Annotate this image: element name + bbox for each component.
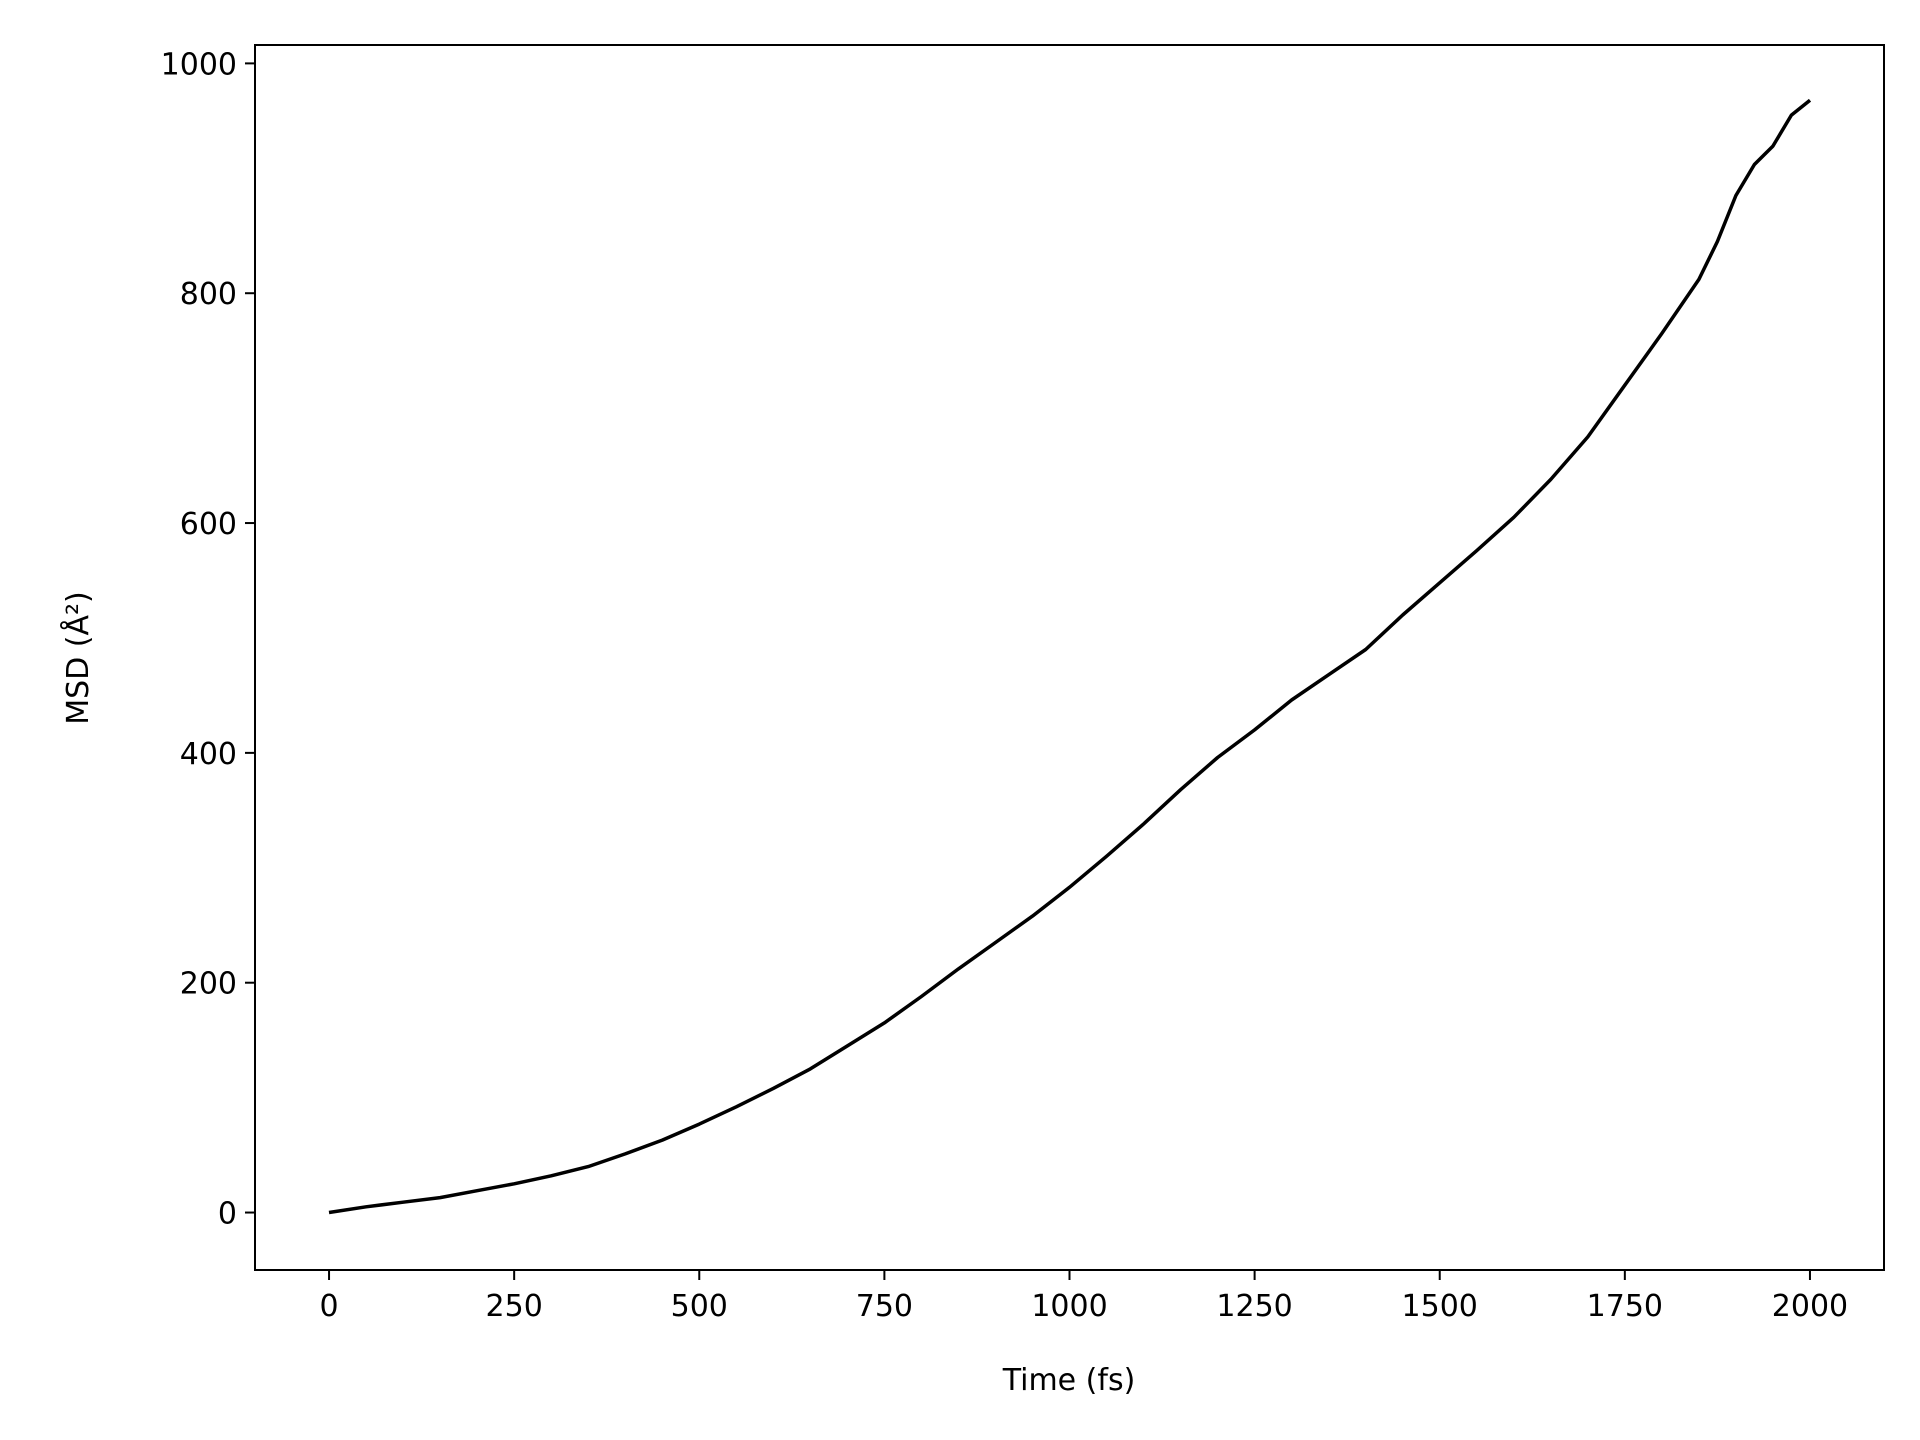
- x-tick-label: 1750: [1587, 1289, 1663, 1324]
- x-tick-label: 500: [671, 1289, 728, 1324]
- y-tick-label: 200: [180, 967, 237, 1002]
- y-tick: 800: [180, 277, 255, 312]
- x-tick: 500: [671, 1270, 728, 1324]
- x-tick-label: 250: [486, 1289, 543, 1324]
- y-tick: 400: [180, 737, 255, 772]
- y-tick-label: 1000: [161, 47, 237, 82]
- y-tick: 1000: [161, 47, 255, 82]
- y-tick: 0: [218, 1197, 255, 1232]
- y-axis-label: MSD (Å²): [60, 591, 96, 725]
- x-tick: 1000: [1031, 1270, 1108, 1324]
- x-tick-label: 0: [319, 1289, 338, 1324]
- y-tick-label: 800: [180, 277, 237, 312]
- x-tick: 2000: [1772, 1270, 1848, 1324]
- x-tick: 1750: [1587, 1270, 1663, 1324]
- y-tick-label: 600: [180, 507, 237, 542]
- x-tick: 1500: [1402, 1270, 1478, 1324]
- x-tick-label: 750: [856, 1289, 913, 1324]
- x-tick: 250: [486, 1270, 543, 1324]
- series-line: [328, 98, 1812, 1215]
- y-tick-label: 400: [180, 737, 237, 772]
- y-axis-ticks: 0 200 400 600 800 1000: [161, 47, 255, 1232]
- x-tick-label: 1500: [1402, 1289, 1478, 1324]
- y-tick-label: 0: [218, 1197, 237, 1232]
- x-tick: 1250: [1216, 1270, 1293, 1324]
- x-axis-ticks: 0 250 500 750 1000 1250 1500 1750 2000: [319, 1270, 1848, 1324]
- x-tick: 750: [856, 1270, 913, 1324]
- x-tick-label: 1000: [1031, 1289, 1107, 1324]
- x-tick-label: 2000: [1772, 1289, 1848, 1324]
- x-tick: 0: [319, 1270, 339, 1324]
- x-axis-label: Time (fs): [1002, 1363, 1136, 1398]
- x-tick-label: 1250: [1216, 1289, 1292, 1324]
- plot-frame: [254, 44, 1885, 1271]
- y-tick: 600: [180, 507, 255, 542]
- y-tick: 200: [180, 967, 255, 1002]
